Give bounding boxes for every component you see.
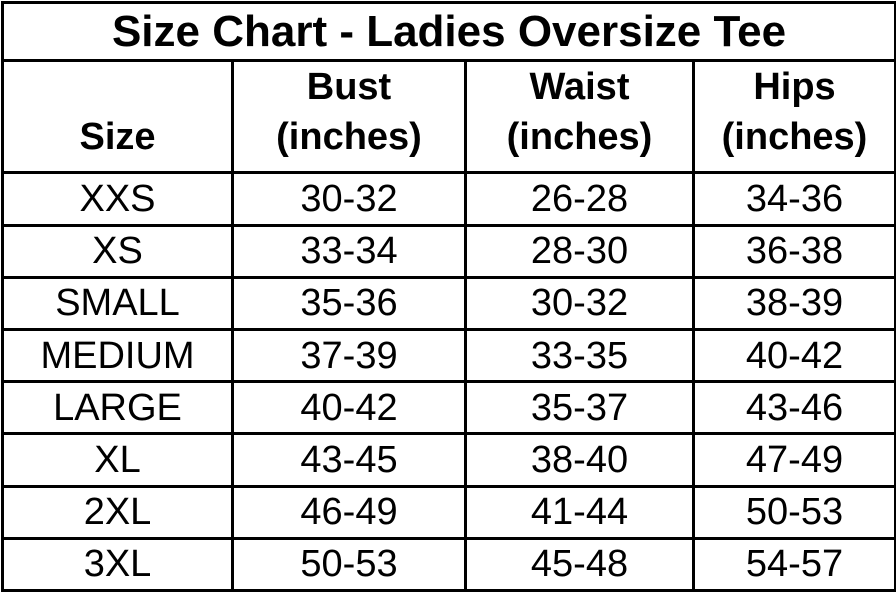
column-header-waist: Waist (inches): [464, 58, 695, 175]
cell-size: 2XL: [1, 484, 234, 540]
cell-bust: 43-45: [231, 432, 467, 488]
cell-waist: 26-28: [464, 171, 695, 227]
cell-waist: 45-48: [464, 536, 695, 593]
cell-waist: 38-40: [464, 432, 695, 488]
column-header-waist-label: Waist: [529, 66, 630, 108]
cell-bust: 50-53: [231, 536, 467, 593]
cell-waist: 30-32: [464, 275, 695, 331]
cell-bust: 30-32: [231, 171, 467, 227]
table-row: XL 43-45 38-40 47-49: [1, 432, 896, 488]
cell-hips: 36-38: [692, 223, 896, 279]
table-row: 2XL 46-49 41-44 50-53: [1, 484, 896, 540]
cell-hips: 43-46: [692, 380, 896, 436]
cell-hips: 50-53: [692, 484, 896, 540]
title-row: Size Chart - Ladies Oversize Tee: [1, 1, 896, 62]
cell-hips: 54-57: [692, 536, 896, 593]
column-header-hips-label: Hips: [753, 66, 836, 108]
column-header-bust-label: Bust: [306, 66, 392, 108]
table-row: XS 33-34 28-30 36-38: [1, 223, 896, 279]
cell-hips: 40-42: [692, 327, 896, 384]
column-header-hips: Hips (inches): [692, 58, 896, 175]
cell-size: XL: [1, 432, 234, 488]
table-row: 3XL 50-53 45-48 54-57: [1, 536, 896, 593]
cell-waist: 41-44: [464, 484, 695, 540]
column-header-hips-unit: (inches): [721, 116, 868, 159]
cell-waist: 28-30: [464, 223, 695, 279]
cell-bust: 33-34: [231, 223, 467, 279]
cell-size: LARGE: [1, 380, 234, 436]
cell-size: 3XL: [1, 536, 234, 593]
cell-size: XXS: [1, 171, 234, 227]
cell-hips: 47-49: [692, 432, 896, 488]
cell-size: XS: [1, 223, 234, 279]
table-title: Size Chart - Ladies Oversize Tee: [1, 1, 896, 62]
cell-hips: 38-39: [692, 275, 896, 331]
cell-bust: 40-42: [231, 380, 467, 436]
table-row: SMALL 35-36 30-32 38-39: [1, 275, 896, 331]
table-row: LARGE 40-42 35-37 43-46: [1, 380, 896, 436]
cell-size: SMALL: [1, 275, 234, 331]
column-header-waist-unit: (inches): [506, 116, 653, 159]
column-header-row: Size Bust (inches) Waist (inches) Hips (…: [1, 58, 896, 175]
column-header-size-label: Size: [79, 116, 156, 159]
cell-hips: 34-36: [692, 171, 896, 227]
cell-bust: 35-36: [231, 275, 467, 331]
cell-bust: 46-49: [231, 484, 467, 540]
cell-bust: 37-39: [231, 327, 467, 384]
column-header-size: Size: [1, 58, 234, 175]
cell-waist: 35-37: [464, 380, 695, 436]
table-row: MEDIUM 37-39 33-35 40-42: [1, 327, 896, 384]
column-header-bust-unit: (inches): [276, 116, 422, 159]
column-header-bust: Bust (inches): [231, 58, 467, 175]
table-row: XXS 30-32 26-28 34-36: [1, 171, 896, 227]
cell-size: MEDIUM: [1, 327, 234, 384]
cell-waist: 33-35: [464, 327, 695, 384]
